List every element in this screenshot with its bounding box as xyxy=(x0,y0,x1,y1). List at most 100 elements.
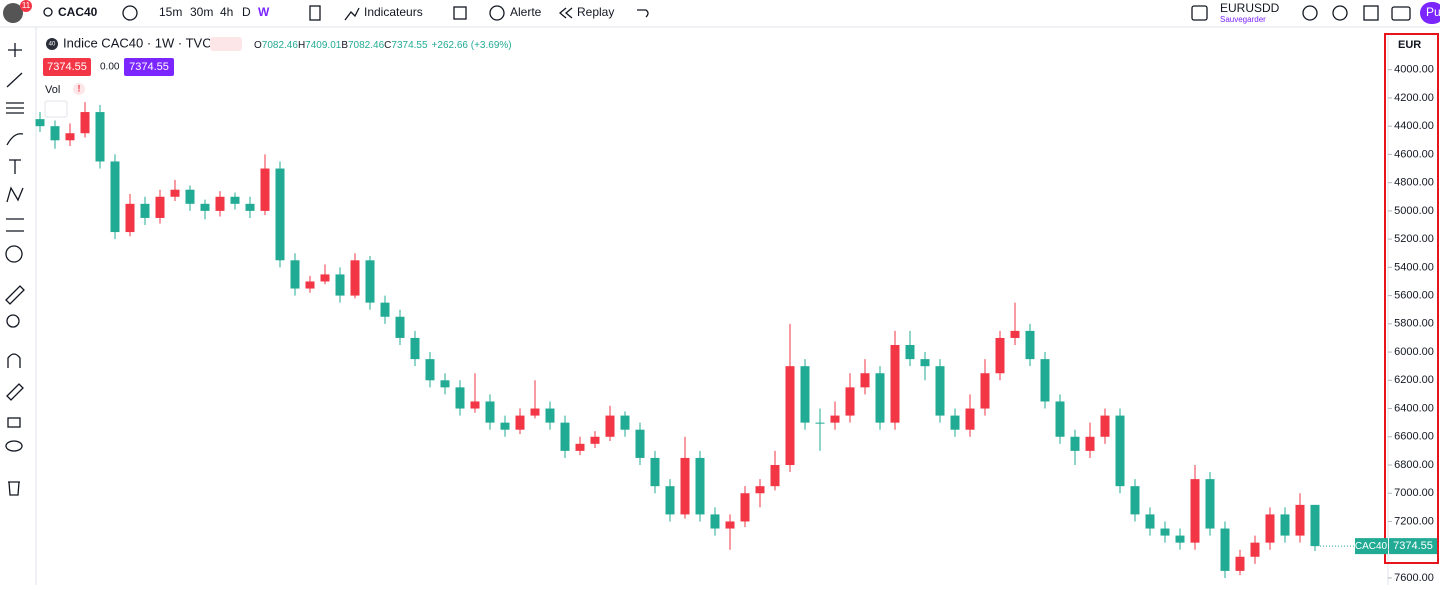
candle-body xyxy=(680,457,690,515)
ruler-tool[interactable] xyxy=(5,285,25,305)
y-tick-label: 5000.00 xyxy=(1394,205,1434,217)
candle-body xyxy=(695,457,705,515)
candle-body xyxy=(965,408,975,430)
volume-label: Vol xyxy=(45,84,60,96)
interval[interactable]: D xyxy=(242,5,251,19)
candle-body xyxy=(770,465,780,487)
candle-body xyxy=(305,281,315,289)
y-tick-label: 4200.00 xyxy=(1394,92,1434,104)
candle-body xyxy=(290,260,300,289)
candle-body xyxy=(185,189,195,204)
candle-body xyxy=(215,196,225,211)
candle-body xyxy=(440,380,450,388)
interval[interactable]: 15m xyxy=(159,5,182,19)
replay-icon xyxy=(558,7,573,19)
symbol-tag: CAC40 xyxy=(1355,541,1388,552)
collapse-button[interactable] xyxy=(44,100,68,118)
indicators-button[interactable]: Indicateurs xyxy=(364,5,423,19)
magnet-tool[interactable] xyxy=(7,353,21,368)
bid-price: 7374.55 xyxy=(47,61,87,73)
undo[interactable] xyxy=(637,9,649,18)
candle-body xyxy=(1085,436,1095,451)
currency[interactable]: EUR xyxy=(1398,39,1421,51)
ohlc-legend: O7082.46H7409.01B7082.46C7374.55 +262.66 … xyxy=(254,40,512,51)
candle-body xyxy=(1205,479,1215,529)
candle-body xyxy=(635,429,645,458)
publish-button[interactable] xyxy=(1420,2,1440,24)
lock-drawing-tool[interactable] xyxy=(6,383,24,401)
candle-body xyxy=(890,345,900,423)
fib-tool[interactable] xyxy=(6,102,24,114)
candle-body xyxy=(125,203,135,233)
ohlc-label: O xyxy=(254,40,262,51)
visibility-tool[interactable] xyxy=(5,440,23,452)
symbol-logo xyxy=(46,38,58,50)
delete-tool[interactable] xyxy=(8,481,20,496)
candle-body xyxy=(905,345,915,360)
layout-icon[interactable] xyxy=(1191,5,1208,21)
text-tool[interactable] xyxy=(9,159,21,174)
candle-body xyxy=(980,373,990,409)
layout-name[interactable]: EURUSDD xyxy=(1220,1,1280,15)
candle-body xyxy=(155,196,165,218)
lock-tool[interactable] xyxy=(7,417,21,428)
interval[interactable]: 4h xyxy=(220,5,233,19)
ohlc-label: C xyxy=(384,40,391,51)
candle-body xyxy=(1190,479,1200,543)
y-tick-label: 4600.00 xyxy=(1394,148,1434,160)
ohlc-value: 7374.55 xyxy=(391,40,428,51)
add-symbol[interactable] xyxy=(122,5,138,21)
snapshot[interactable] xyxy=(1391,6,1411,21)
settings[interactable] xyxy=(1332,5,1348,21)
chart-type-icon[interactable] xyxy=(309,5,321,21)
y-tick-label: 7600.00 xyxy=(1394,572,1434,584)
candle-body xyxy=(80,112,90,134)
candle-body xyxy=(950,415,960,430)
y-tick-label: 4000.00 xyxy=(1394,64,1434,76)
pattern-tool[interactable] xyxy=(6,186,24,203)
candle-body xyxy=(1265,514,1275,543)
candle-body xyxy=(1130,486,1140,515)
chart-title: Indice CAC40 · 1W · TVC xyxy=(63,35,212,50)
ohlc-label: B xyxy=(341,40,348,51)
candle-body xyxy=(245,203,255,211)
brush-tool[interactable] xyxy=(6,133,24,146)
zoom-tool[interactable] xyxy=(6,314,20,328)
spread: 0.00 xyxy=(100,62,120,73)
candle-body xyxy=(260,168,270,211)
templates-icon[interactable] xyxy=(453,6,467,20)
interval[interactable]: 30m xyxy=(190,5,213,19)
candle-body xyxy=(800,366,810,423)
icon-tool[interactable] xyxy=(5,245,23,263)
replay-button[interactable]: Replay xyxy=(577,5,614,19)
quick-search[interactable] xyxy=(1302,5,1318,21)
avatar[interactable] xyxy=(3,3,23,23)
candle-body xyxy=(485,401,495,423)
ask-box[interactable] xyxy=(124,58,174,76)
forecast-tool[interactable] xyxy=(6,218,24,232)
candle-body xyxy=(815,422,825,424)
status-badge[interactable] xyxy=(210,37,242,51)
candle-body xyxy=(1115,415,1125,487)
candle-body xyxy=(320,274,330,282)
symbol[interactable]: CAC40 xyxy=(58,5,98,19)
fullscreen[interactable] xyxy=(1363,5,1379,21)
trendline-tool[interactable] xyxy=(6,72,23,88)
candle-body xyxy=(845,387,855,416)
candle-body xyxy=(1220,528,1230,571)
interval-active[interactable]: W xyxy=(258,5,270,19)
candle-body xyxy=(1040,359,1050,402)
y-tick-label: 6800.00 xyxy=(1394,459,1434,471)
crosshair-tool[interactable] xyxy=(8,43,22,57)
candle-body xyxy=(1295,504,1305,536)
alert-button[interactable]: Alerte xyxy=(510,5,542,19)
candle-body xyxy=(1310,504,1320,547)
bid-box[interactable] xyxy=(43,58,91,76)
search-icon[interactable] xyxy=(43,7,53,17)
alert-icon xyxy=(489,5,505,21)
warning-icon[interactable] xyxy=(73,83,85,95)
candle-body xyxy=(620,415,630,430)
candle-body xyxy=(935,366,945,416)
